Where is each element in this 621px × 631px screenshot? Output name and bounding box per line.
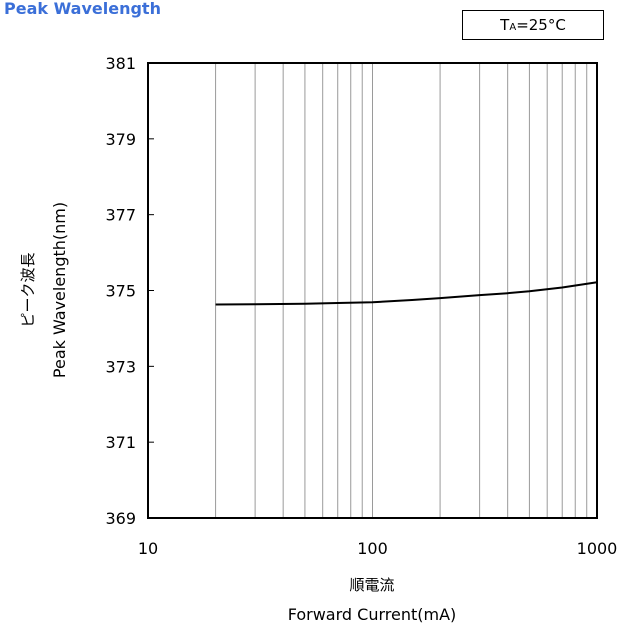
grid-lines bbox=[215, 63, 588, 518]
y-axis-label-jp: ピーク波長 bbox=[19, 252, 37, 327]
y-tick-label: 379 bbox=[105, 130, 136, 149]
condition-sub: A bbox=[509, 21, 517, 33]
chart-title: Peak Wavelength bbox=[4, 0, 161, 18]
condition-box: T A =25°C bbox=[462, 10, 604, 40]
x-axis-label-jp: 順電流 bbox=[349, 576, 394, 594]
y-tick-label: 371 bbox=[105, 433, 136, 452]
tick-labels: 10 100 1000 369 371 373 375 377 379 381 bbox=[105, 54, 617, 558]
series-line bbox=[215, 281, 598, 306]
y-tick-label: 373 bbox=[105, 357, 136, 376]
y-axis-label: Peak Wavelength(nm) bbox=[50, 202, 69, 378]
condition-prefix: T bbox=[500, 16, 510, 34]
y-tick-label: 377 bbox=[105, 206, 136, 225]
y-tick-label: 381 bbox=[105, 54, 136, 73]
x-tick-label: 100 bbox=[357, 539, 388, 558]
y-tick-label: 369 bbox=[105, 509, 136, 528]
x-tick-label: 1000 bbox=[577, 539, 618, 558]
x-axis-label: Forward Current(mA) bbox=[288, 605, 457, 624]
condition-suffix: =25°C bbox=[516, 16, 566, 34]
y-tick-label: 375 bbox=[105, 282, 136, 301]
x-tick-label: 10 bbox=[138, 539, 158, 558]
